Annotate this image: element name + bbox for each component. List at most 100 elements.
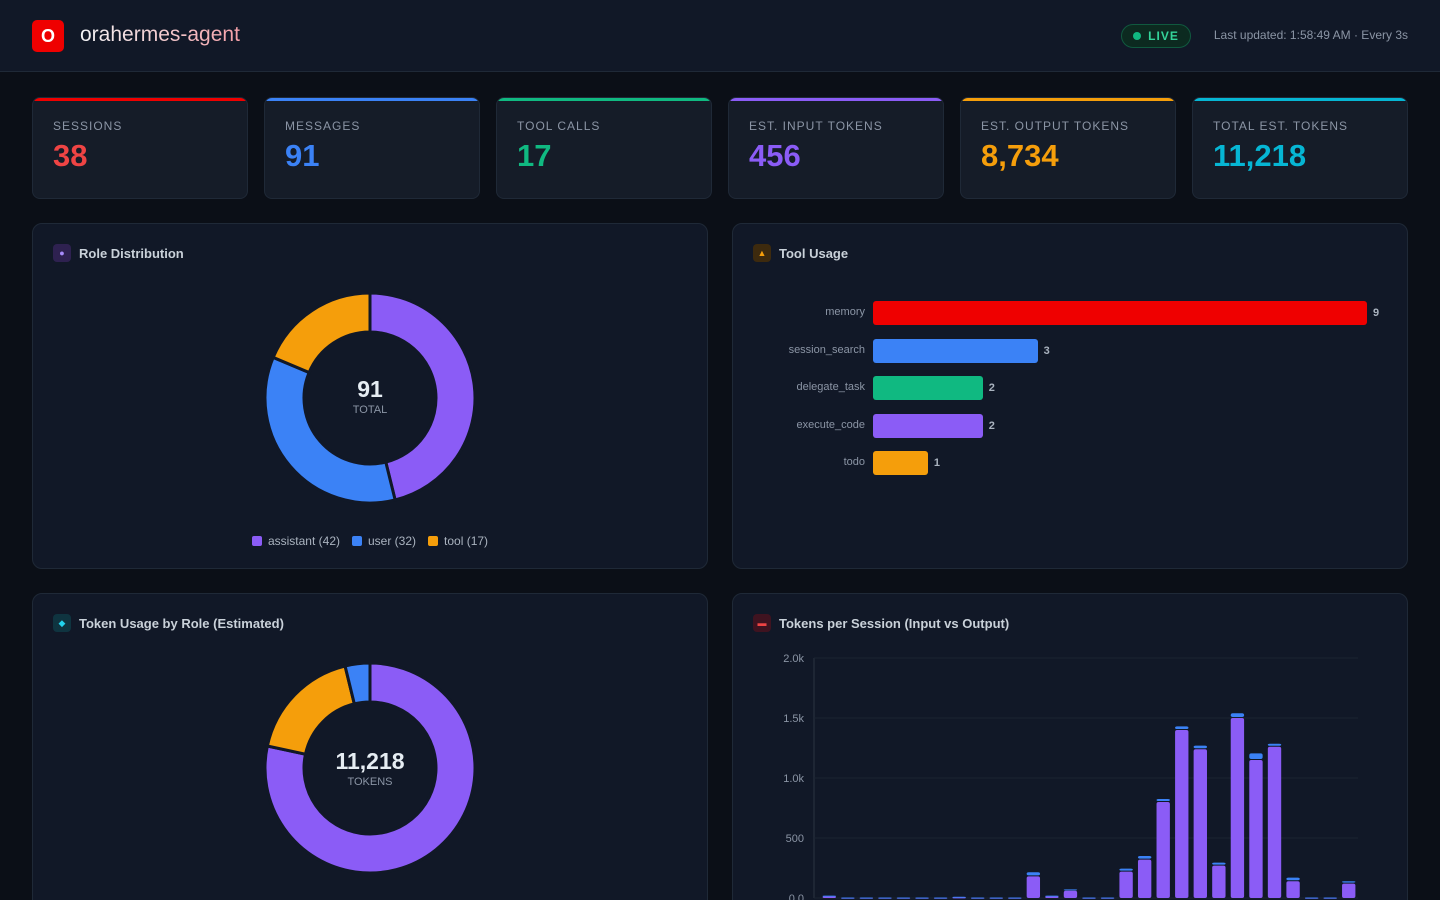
session-bar-input[interactable] — [1026, 872, 1041, 876]
tool-name-label: delegate_task — [796, 381, 866, 393]
stat-value: 17 — [517, 138, 552, 173]
token-slice-1[interactable] — [265, 664, 357, 756]
session-bar-input[interactable] — [1323, 897, 1337, 899]
token-slice-0[interactable] — [264, 662, 476, 874]
session-bar-input[interactable] — [1193, 745, 1207, 749]
session-bar-input[interactable] — [1304, 897, 1319, 899]
session-bar-input[interactable] — [1119, 868, 1133, 871]
session-bar-output[interactable] — [1249, 760, 1263, 898]
session-bar-input[interactable] — [859, 897, 874, 899]
session-bar-output[interactable] — [1193, 749, 1207, 898]
legend-item-user[interactable]: user (32) — [351, 534, 417, 548]
legend-swatch — [428, 536, 439, 546]
session-bar-output[interactable] — [1342, 883, 1356, 898]
tool-name-label: session_search — [788, 343, 865, 356]
tool-row-session-search: session_search 3 — [733, 338, 1407, 363]
tool-row-execute-code: execute_code 2 — [733, 413, 1407, 438]
tool-name-label: todo — [843, 456, 865, 468]
stat-accent-bar — [1193, 98, 1407, 101]
session-bar-output[interactable] — [1156, 802, 1170, 898]
legend-label: tool (17) — [444, 534, 489, 548]
role-distribution-panel: ● Role Distribution 91 TOTAL assistant (… — [32, 223, 708, 569]
tool-bar-delegate-task[interactable] — [873, 376, 983, 400]
circle-icon: ● — [53, 244, 71, 262]
tool-bar-session-search[interactable] — [873, 338, 1038, 363]
session-bar-input[interactable] — [841, 897, 855, 899]
tool-bar-memory[interactable] — [873, 301, 1367, 325]
session-bar-input[interactable] — [989, 897, 1003, 899]
token-donut-center: 11,218 TOKENS — [264, 748, 476, 789]
tokens-per-session-panel: ▬ Tokens per Session (Input vs Output) 0… — [732, 593, 1408, 900]
session-bar-input[interactable] — [933, 897, 948, 899]
stat-card-tool-calls: TOOL CALLS 17 — [496, 97, 712, 199]
tool-usage-header: ▲ Tool Usage — [753, 244, 848, 262]
session-bar-output[interactable] — [1063, 890, 1078, 898]
session-bar-input[interactable] — [1082, 897, 1096, 899]
stat-label: SESSIONS — [53, 119, 123, 133]
session-bar-input[interactable] — [1212, 862, 1226, 865]
stat-label: EST. OUTPUT TOKENS — [981, 119, 1130, 133]
session-bar-input[interactable] — [1286, 877, 1300, 881]
stat-card-est-input-tokens: EST. INPUT TOKENS 456 — [728, 97, 944, 199]
session-bar-input[interactable] — [1249, 753, 1263, 759]
live-status-badge: LIVE — [1121, 24, 1191, 48]
session-bar-output[interactable] — [1119, 871, 1133, 898]
stat-accent-bar — [961, 98, 1175, 101]
session-bar-input[interactable] — [1100, 897, 1115, 899]
session-bar-output[interactable] — [1175, 730, 1189, 898]
session-bar-input[interactable] — [896, 897, 911, 899]
session-bar-input[interactable] — [1267, 743, 1282, 746]
panel-title: Tool Usage — [779, 245, 849, 261]
session-bar-input[interactable] — [952, 896, 966, 898]
legend-swatch — [251, 536, 262, 546]
stat-label: EST. INPUT TOKENS — [749, 119, 883, 133]
token-total-value: 11,218 — [335, 748, 405, 774]
session-bar-output[interactable] — [1045, 896, 1059, 898]
role-slice-tool[interactable] — [271, 292, 372, 375]
session-bar-input[interactable] — [1063, 889, 1078, 891]
session-bar-output[interactable] — [1026, 876, 1041, 898]
session-bar-output[interactable] — [822, 896, 836, 898]
stat-label: TOTAL EST. TOKENS — [1213, 119, 1349, 133]
role-slice-assistant[interactable] — [368, 292, 476, 502]
token-slice-2[interactable] — [343, 662, 372, 706]
stat-card-messages: MESSAGES 91 — [264, 97, 480, 199]
legend-item-assistant[interactable]: assistant (42) — [251, 534, 340, 548]
session-bar-output[interactable] — [1267, 746, 1282, 898]
panel-title: Role Distribution — [79, 245, 184, 261]
tool-value-label: 2 — [988, 419, 995, 432]
token-role-donut-chart — [264, 662, 476, 874]
role-donut-chart — [264, 292, 476, 504]
session-bar-input[interactable] — [1342, 881, 1356, 883]
minus-icon: ▬ — [753, 614, 771, 632]
session-bar-output[interactable] — [1212, 865, 1226, 898]
session-bar-input[interactable] — [1156, 799, 1170, 801]
session-bar-input[interactable] — [1175, 726, 1189, 729]
token-usage-role-header: ◆ Token Usage by Role (Estimated) — [53, 614, 284, 632]
session-bar-input[interactable] — [878, 897, 892, 899]
last-updated-text: Last updated: 1:58:49 AM · Every 3s — [1213, 28, 1408, 42]
session-bar-input[interactable] — [1230, 713, 1245, 717]
session-bar-output[interactable] — [1286, 881, 1300, 898]
session-bar-input[interactable] — [1137, 856, 1152, 859]
session-bar-output[interactable] — [1137, 859, 1152, 898]
session-bar-output[interactable] — [1230, 718, 1245, 898]
y-tick-label: 500 — [786, 833, 804, 845]
tool-bar-todo[interactable] — [873, 451, 928, 475]
legend-label: user (32) — [367, 534, 417, 548]
role-slice-user[interactable] — [264, 355, 397, 504]
tool-bar-execute-code[interactable] — [873, 413, 983, 438]
token-usage-role-panel: ◆ Token Usage by Role (Estimated) 11,218… — [32, 593, 708, 900]
session-bar-input[interactable] — [1045, 895, 1059, 897]
warning-icon: ▲ — [753, 244, 771, 262]
tool-usage-panel: ▲ Tool Usage memory 9 session_search 3 deleg… — [732, 223, 1408, 569]
session-bar-input[interactable] — [915, 897, 929, 899]
session-bar-input[interactable] — [1008, 897, 1022, 899]
tokens-per-session-header: ▬ Tokens per Session (Input vs Output) — [753, 614, 1009, 632]
legend-item-tool[interactable]: tool (17) — [428, 534, 488, 548]
stat-value: 91 — [285, 138, 320, 173]
y-tick-label: 0.0 — [789, 893, 804, 900]
session-bar-input[interactable] — [971, 897, 985, 899]
legend-label: assistant (42) — [267, 534, 340, 548]
session-bar-input[interactable] — [822, 895, 836, 897]
